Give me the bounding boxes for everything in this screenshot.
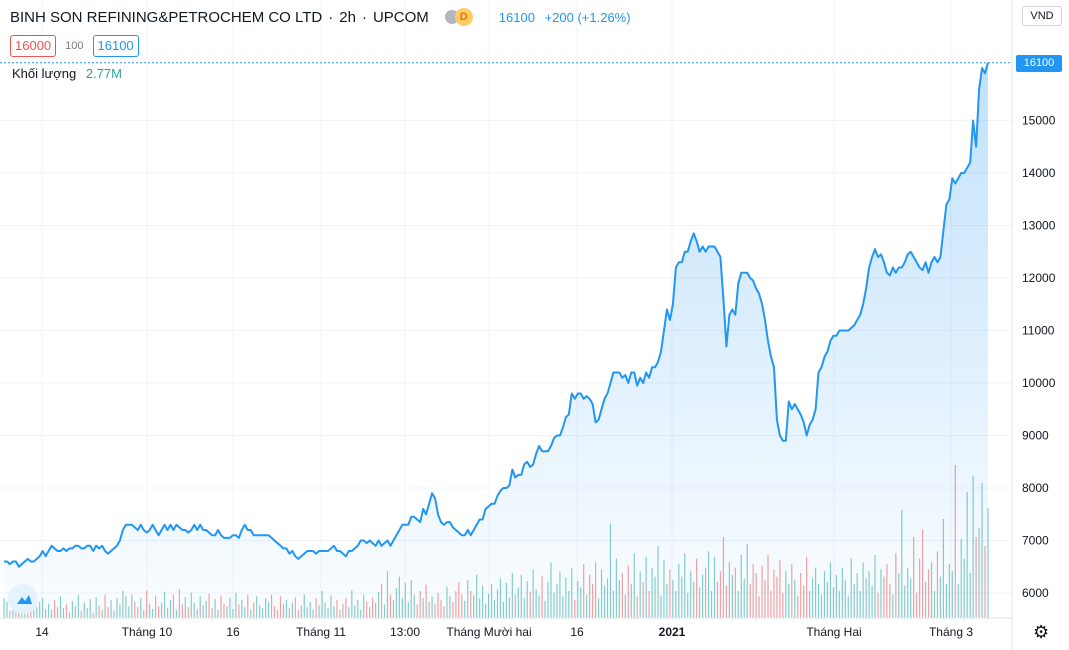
currency-button[interactable]: VND <box>1022 6 1062 26</box>
time-tick-label: 2021 <box>659 625 686 639</box>
gear-icon[interactable]: ⚙ <box>1033 622 1050 642</box>
time-tick-label: 14 <box>35 625 49 639</box>
header-separator: · <box>328 8 334 26</box>
chart-header: BINH SON REFINING&PETROCHEM CO LTD · 2h … <box>10 6 637 28</box>
price-tick-label: 14000 <box>1022 166 1056 180</box>
volume-legend[interactable]: Khối lượng 2.77M <box>12 66 122 81</box>
time-axis: 14 Tháng 10 16 Tháng 11 13:00 Tháng Mười hai 1… <box>35 625 973 639</box>
price-tick-label: 15000 <box>1022 114 1056 128</box>
price-tick-label: 7000 <box>1022 534 1049 548</box>
time-tick-label: 13:00 <box>390 625 420 639</box>
price-tick-label: 13000 <box>1022 219 1056 233</box>
time-tick-label: Tháng 3 <box>929 625 973 639</box>
market-status-toggle[interactable]: D <box>444 8 485 26</box>
delayed-data-icon: D <box>454 8 473 26</box>
volume-value: 2.77M <box>85 66 122 81</box>
tradingview-cloud-icon[interactable] <box>8 584 38 614</box>
price-tick-label: 10000 <box>1022 376 1056 390</box>
price-tick-label: 12000 <box>1022 271 1056 285</box>
price-tick-label: 11000 <box>1022 324 1055 338</box>
exchange-label: UPCOM <box>372 8 429 26</box>
bid-ask-row: 16000 100 16100 <box>10 35 139 57</box>
spread-value: 100 <box>65 40 84 52</box>
price-change: +200 (+1.26%) <box>544 9 631 25</box>
price-tick-label: 8000 <box>1022 481 1049 495</box>
time-tick-label: Tháng Mười hai <box>446 625 531 639</box>
interval-label[interactable]: 2h <box>339 8 356 26</box>
buy-button[interactable]: 16100 <box>92 35 139 57</box>
time-tick-label: 16 <box>570 625 584 639</box>
price-area <box>4 62 988 619</box>
price-axis: 6000 7000 8000 9000 10000 11000 12000 13000 1400… <box>1022 114 1056 601</box>
volume-label: Khối lượng <box>12 66 77 81</box>
header-separator: · <box>361 8 367 26</box>
last-price-tag: 16100 <box>1016 55 1062 72</box>
time-tick-label: Tháng 10 <box>122 625 173 639</box>
price-tick-label: 6000 <box>1022 586 1049 600</box>
last-price: 16100 <box>498 9 535 25</box>
price-tick-label: 9000 <box>1022 429 1049 443</box>
sell-button[interactable]: 16000 <box>10 35 57 57</box>
symbol-name[interactable]: BINH SON REFINING&PETROCHEM CO LTD <box>10 8 323 26</box>
time-tick-label: Tháng 11 <box>296 625 346 639</box>
quote-summary: 16100 +200 (+1.26%) <box>499 10 637 25</box>
price-line <box>4 62 989 568</box>
time-tick-label: Tháng Hai <box>806 625 861 639</box>
time-tick-label: 16 <box>226 625 240 639</box>
